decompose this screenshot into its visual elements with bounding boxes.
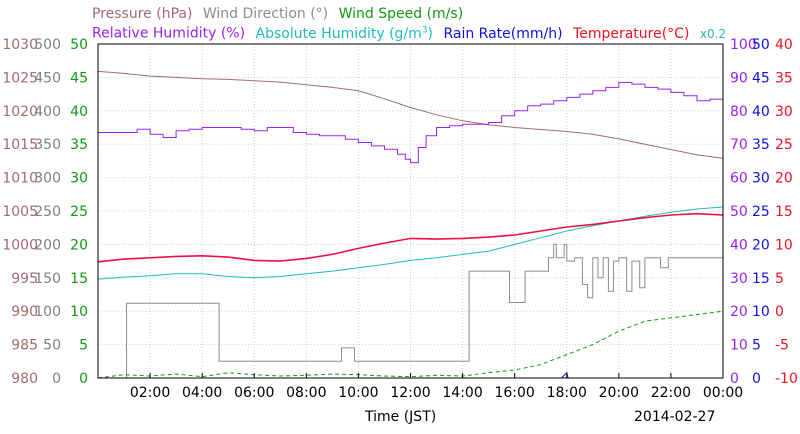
y-tick-label-temperature: -10	[775, 371, 798, 387]
y-tick-label-rain-rate: 35	[752, 137, 770, 153]
y-tick-label-wind-speed: 15	[70, 271, 88, 287]
legend-absolute-humidity: Absolute Humidity (g/m3)	[255, 25, 434, 42]
y-tick-label-wind-speed: 20	[70, 237, 88, 253]
y-tick-label-wind-direction: 350	[34, 137, 61, 153]
y-tick-label-rain-rate: 25	[752, 204, 770, 220]
x-tick-label: 14:00	[442, 385, 482, 401]
y-tick-label-wind-direction: 300	[34, 171, 61, 187]
y-tick-label-rain-rate: 30	[752, 171, 770, 187]
y-tick-label-wind-direction: 50	[43, 338, 61, 354]
grid	[98, 44, 723, 378]
y-tick-label-pressure: 1030	[2, 37, 38, 53]
y-tick-label-relative-humidity: 70	[730, 137, 748, 153]
y-tick-label-relative-humidity: 50	[730, 204, 748, 220]
series-wind-direction	[98, 243, 723, 379]
legend-wind-direction: Wind Direction (°)	[202, 6, 329, 22]
x-tick-label: 06:00	[234, 385, 274, 401]
y-tick-label-pressure: 1005	[2, 204, 38, 220]
y-tick-label-wind-speed: 30	[70, 171, 88, 187]
y-tick-label-wind-direction: 450	[34, 70, 61, 86]
y-tick-label-wind-speed: 35	[70, 137, 88, 153]
y-tick-label-relative-humidity: 40	[730, 237, 748, 253]
x-tick-label: 10:00	[338, 385, 378, 401]
x-tick-label: 04:00	[182, 385, 222, 401]
legend-row-2: Relative Humidity (%) Absolute Humidity …	[92, 22, 726, 42]
y-tick-label-wind-speed: 5	[79, 338, 88, 354]
y-tick-label-rain-rate: 15	[752, 271, 770, 287]
y-tick-label-pressure: 985	[11, 338, 38, 354]
y-tick-label-wind-speed: 40	[70, 104, 88, 120]
y-tick-label-pressure: 995	[11, 271, 38, 287]
y-tick-label-temperature: 10	[775, 237, 793, 253]
series-relative-humidity	[98, 81, 724, 164]
y-tick-label-wind-speed: 25	[70, 204, 88, 220]
y-tick-label-wind-speed: 50	[70, 37, 88, 53]
y-tick-label-temperature: 30	[775, 104, 793, 120]
y-tick-label-wind-direction: 400	[34, 104, 61, 120]
y-tick-label-wind-direction: 200	[34, 237, 61, 253]
series-pressure	[97, 70, 724, 159]
legend-x-factor: x0.2	[699, 26, 727, 41]
y-tick-label-pressure: 1020	[2, 104, 38, 120]
x-tick-label: 00:00	[703, 385, 743, 401]
x-tick-label: 12:00	[390, 385, 430, 401]
x-tick-label: 16:00	[494, 385, 534, 401]
y-tick-label-wind-speed: 45	[70, 70, 88, 86]
series-temperature	[97, 212, 724, 263]
y-tick-label-temperature: 35	[775, 70, 793, 86]
y-tick-label-relative-humidity: 90	[730, 70, 748, 86]
x-tick-marks: 02:00 04:00 06:00 08:00 10:00 12:00 14:00 16:00…	[130, 373, 743, 401]
y-tick-label-temperature: 20	[775, 171, 793, 187]
y-tick-label-wind-direction: 150	[34, 271, 61, 287]
y-tick-label-wind-speed: 10	[70, 304, 88, 320]
y-tick-label-relative-humidity: 100	[730, 37, 757, 53]
y-tick-label-temperature: 15	[775, 204, 793, 220]
y-tick-label-rain-rate: 40	[752, 104, 770, 120]
y-tick-label-temperature: 0	[775, 304, 784, 320]
legend-relative-humidity: Relative Humidity (%)	[92, 25, 246, 42]
y-tick-label-relative-humidity: 30	[730, 271, 748, 287]
y-tick-label-pressure: 1015	[2, 137, 38, 153]
y-tick-label-pressure: 1000	[2, 237, 38, 253]
y-tick-label-pressure: 1025	[2, 70, 38, 86]
y-tick-label-relative-humidity: 10	[730, 338, 748, 354]
y-tick-label-wind-direction: 100	[34, 304, 61, 320]
y-tick-label-temperature: 5	[775, 271, 784, 287]
y-tick-label-relative-humidity: 80	[730, 104, 748, 120]
y-tick-label-relative-humidity: 20	[730, 304, 748, 320]
y-tick-label-relative-humidity: 0	[730, 371, 739, 387]
x-axis-label: Time (JST)	[365, 409, 437, 425]
y-tick-label-temperature: -5	[775, 338, 789, 354]
series-wind-speed	[97, 206, 724, 280]
y-tick-label-rain-rate: 45	[752, 70, 770, 86]
y-tick-label-wind-speed: 0	[79, 371, 88, 387]
date-label: 2014-02-27	[634, 409, 716, 425]
y-tick-label-temperature: 25	[775, 137, 793, 153]
x-tick-label: 22:00	[651, 385, 691, 401]
y-tick-label-pressure: 1010	[2, 171, 38, 187]
legend-row-1: Pressure (hPa) Wind Direction (°) Wind S…	[92, 6, 463, 22]
y-tick-label-relative-humidity: 60	[730, 171, 748, 187]
x-tick-label: 08:00	[286, 385, 326, 401]
legend-rain-rate: Rain Rate(mm/h)	[443, 25, 563, 42]
y-tick-label-rain-rate: 5	[752, 338, 761, 354]
y-tick-label-rain-rate: 0	[752, 371, 761, 387]
x-tick-label: 18:00	[547, 385, 587, 401]
legend-pressure: Pressure (hPa)	[92, 6, 193, 22]
y-tick-label-pressure: 990	[11, 304, 38, 320]
y-tick-label-wind-direction: 0	[52, 371, 61, 387]
y-axes-labels: 9809859909951000100510101015102010251030…	[2, 37, 798, 387]
legend-temperature: Temperature(°C)	[573, 25, 690, 42]
x-tick-label: 20:00	[599, 385, 639, 401]
y-tick-label-pressure: 980	[11, 371, 38, 387]
y-tick-label-rain-rate: 10	[752, 304, 770, 320]
x-tick-label: 02:00	[130, 385, 170, 401]
y-tick-label-wind-direction: 250	[34, 204, 61, 220]
y-tick-label-rain-rate: 50	[752, 37, 770, 53]
y-tick-label-rain-rate: 20	[752, 237, 770, 253]
y-tick-label-wind-direction: 500	[34, 37, 61, 53]
legend-wind-speed: Wind Speed (m/s)	[338, 6, 464, 22]
y-tick-label-temperature: 40	[775, 37, 793, 53]
